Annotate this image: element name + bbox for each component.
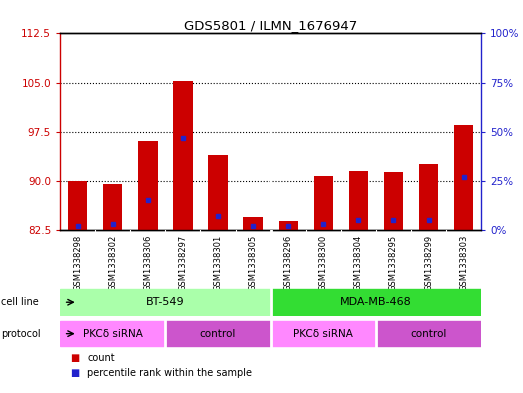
Text: protocol: protocol: [1, 329, 41, 339]
Bar: [376, 321, 481, 346]
Bar: [165, 321, 271, 346]
Text: GSM1338297: GSM1338297: [178, 235, 187, 291]
Bar: [208, 154, 228, 230]
Text: PKCδ siRNA: PKCδ siRNA: [83, 329, 143, 339]
Bar: [60, 290, 271, 315]
Text: GSM1338295: GSM1338295: [389, 235, 398, 290]
Text: ■: ■: [71, 353, 80, 363]
Title: GDS5801 / ILMN_1676947: GDS5801 / ILMN_1676947: [184, 19, 357, 32]
Bar: [271, 290, 481, 315]
Text: GSM1338306: GSM1338306: [143, 235, 152, 291]
Bar: [419, 164, 438, 230]
Text: GSM1338298: GSM1338298: [73, 235, 82, 291]
Text: MDA-MB-468: MDA-MB-468: [340, 297, 412, 307]
Bar: [349, 171, 368, 230]
Text: GSM1338300: GSM1338300: [319, 235, 328, 291]
Text: count: count: [87, 353, 115, 363]
Text: GSM1338296: GSM1338296: [283, 235, 293, 291]
Text: percentile rank within the sample: percentile rank within the sample: [87, 368, 252, 378]
Text: GSM1338299: GSM1338299: [424, 235, 433, 290]
Bar: [314, 176, 333, 230]
Bar: [173, 81, 192, 230]
Text: cell line: cell line: [1, 297, 39, 307]
Text: control: control: [411, 329, 447, 339]
Bar: [138, 141, 157, 230]
Text: PKCδ siRNA: PKCδ siRNA: [293, 329, 353, 339]
Text: GSM1338303: GSM1338303: [459, 235, 468, 291]
Bar: [271, 321, 376, 346]
Bar: [103, 184, 122, 230]
Bar: [60, 321, 165, 346]
Text: GSM1338301: GSM1338301: [213, 235, 222, 291]
Text: control: control: [200, 329, 236, 339]
Text: GSM1338304: GSM1338304: [354, 235, 363, 291]
Bar: [244, 217, 263, 230]
Bar: [68, 181, 87, 230]
Text: ■: ■: [71, 368, 80, 378]
Bar: [279, 221, 298, 230]
Text: GSM1338305: GSM1338305: [248, 235, 258, 291]
Text: BT-549: BT-549: [146, 297, 185, 307]
Bar: [384, 172, 403, 230]
Text: GSM1338302: GSM1338302: [108, 235, 117, 291]
Bar: [454, 125, 473, 230]
